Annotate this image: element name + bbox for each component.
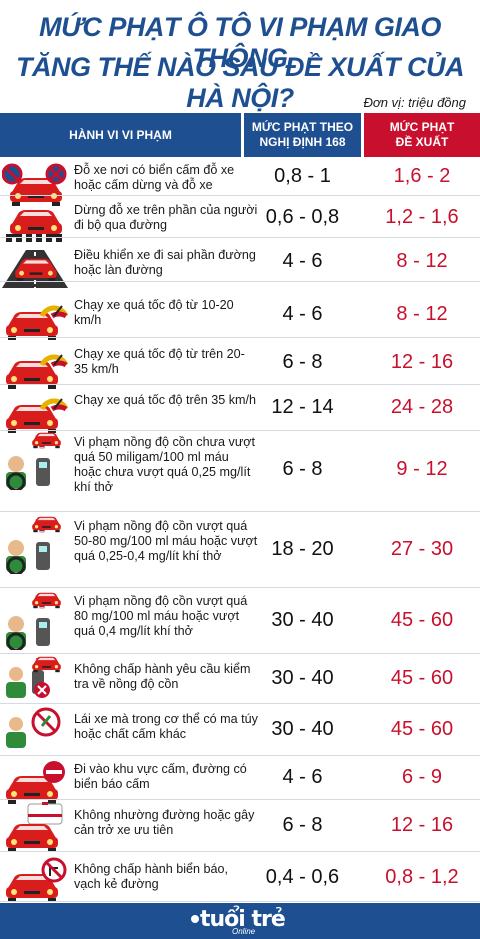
table-row: Chạy xe quá tốc độ từ trên 20-35 km/h 6 -… bbox=[0, 341, 480, 389]
ambulance-car-icon bbox=[2, 802, 68, 857]
row-divider bbox=[0, 195, 480, 196]
logo-dot-icon bbox=[191, 915, 199, 923]
no-turn-sign-car-icon bbox=[2, 856, 68, 907]
table-row: Điều khiển xe đi sai phần đường hoặc làn… bbox=[0, 242, 480, 288]
current-fine: 30 - 40 bbox=[271, 667, 334, 689]
table-row: Lái xe mà trong cơ thể có ma túy hoặc ch… bbox=[0, 704, 480, 756]
refuse-alcohol-test-icon bbox=[2, 656, 68, 707]
table-row: Dừng đỗ xe trên phần của người đi bộ qua… bbox=[0, 198, 480, 242]
unit-label: Đơn vị: triệu đồng bbox=[363, 95, 466, 110]
proposed-fine: 8 - 12 bbox=[396, 303, 448, 325]
header-proposed-fine: MỨC PHẠT ĐỀ XUẤT bbox=[364, 113, 480, 157]
violation-desc: Dừng đỗ xe trên phần của người đi bộ qua… bbox=[74, 203, 258, 232]
current-fine: 4 - 6 bbox=[282, 303, 323, 325]
violation-desc: Vi phạm nồng độ cồn chưa vượt quá 50 mil… bbox=[74, 435, 256, 494]
violation-desc: Chạy xe quá tốc độ từ trên 20-35 km/h bbox=[74, 347, 245, 376]
header-current-fine: MỨC PHẠT THEO NGHỊ ĐỊNH 168 bbox=[244, 113, 361, 157]
crosswalk-car-icon bbox=[2, 200, 68, 251]
table-row: Đỗ xe nơi có biển cấm đỗ xe hoặc cấm dừn… bbox=[0, 158, 480, 206]
current-fine: 0,4 - 0,6 bbox=[265, 866, 340, 888]
alcohol-driver-icon bbox=[2, 430, 68, 495]
proposed-fine: 6 - 9 bbox=[401, 766, 443, 788]
title-line-2: TĂNG THẾ NÀO SAU ĐỀ XUẤT CỦA HÀ NỘI? bbox=[15, 52, 465, 113]
current-fine: 12 - 14 bbox=[271, 396, 334, 418]
proposed-fine: 1,6 - 2 bbox=[393, 165, 451, 187]
current-fine: 4 - 6 bbox=[282, 250, 323, 272]
row-divider bbox=[0, 653, 480, 654]
violation-desc: Chạy xe quá tốc độ từ 10-20 km/h bbox=[74, 298, 234, 327]
violation-desc: Lái xe mà trong cơ thể có ma túy hoặc ch… bbox=[74, 712, 258, 741]
footer-bar: tuổi trẻ Online bbox=[0, 903, 480, 939]
row-divider bbox=[0, 851, 480, 852]
table-row: Chạy xe quá tốc độ trên 35 km/h 12 - 14 24… bbox=[0, 385, 480, 433]
wrong-lane-car-icon bbox=[2, 244, 68, 295]
current-fine: 30 - 40 bbox=[271, 609, 334, 631]
logo: tuổi trẻ bbox=[200, 907, 286, 932]
row-divider bbox=[0, 281, 480, 282]
violation-desc: Vi phạm nồng độ cồn vượt quá 80 mg/100 m… bbox=[74, 594, 248, 638]
speed-car-icon bbox=[2, 343, 69, 394]
title-line-1: MỨC PHẠT Ô TÔ VI PHẠM GIAO THÔNG bbox=[39, 12, 441, 73]
proposed-fine: 45 - 60 bbox=[390, 609, 454, 631]
speed-car-icon bbox=[2, 387, 69, 438]
proposed-fine: 45 - 60 bbox=[390, 667, 454, 689]
current-fine: 6 - 8 bbox=[282, 814, 323, 836]
row-divider bbox=[0, 337, 480, 338]
proposed-fine: 0,8 - 1,2 bbox=[385, 866, 459, 888]
row-divider bbox=[0, 799, 480, 800]
current-fine: 0,8 - 1 bbox=[274, 165, 331, 187]
proposed-fine: 27 - 30 bbox=[390, 538, 454, 560]
header-violation: HÀNH VI VI PHẠM bbox=[0, 113, 241, 157]
proposed-fine: 8 - 12 bbox=[396, 250, 448, 272]
current-fine: 6 - 8 bbox=[282, 458, 323, 480]
row-divider bbox=[0, 703, 480, 704]
row-divider bbox=[0, 755, 480, 756]
current-fine: 4 - 6 bbox=[282, 766, 323, 788]
no-parking-car-icon bbox=[1, 160, 68, 211]
proposed-fine: 9 - 12 bbox=[396, 458, 448, 480]
proposed-fine: 1,2 - 1,6 bbox=[385, 206, 459, 228]
no-entry-car-icon bbox=[2, 758, 68, 809]
alcohol-driver-icon bbox=[2, 590, 68, 655]
violation-desc: Chạy xe quá tốc độ trên 35 km/h bbox=[74, 393, 257, 407]
proposed-fine: 24 - 28 bbox=[390, 396, 454, 418]
table-row: Chạy xe quá tốc độ từ 10-20 km/h 4 - 6 8 -… bbox=[0, 292, 480, 340]
current-fine: 30 - 40 bbox=[271, 718, 334, 740]
violation-desc: Điều khiển xe đi sai phần đường hoặc làn… bbox=[74, 248, 256, 277]
violation-desc: Đi vào khu vực cấm, đường có biển báo cấ… bbox=[74, 762, 247, 791]
proposed-fine: 12 - 16 bbox=[390, 814, 454, 836]
table-row: Vi phạm nồng độ cồn vượt quá 80 mg/100 m… bbox=[0, 588, 480, 654]
table-row: Đi vào khu vực cấm, đường có biển báo cấ… bbox=[0, 756, 480, 804]
row-divider bbox=[0, 237, 480, 238]
row-divider bbox=[0, 384, 480, 385]
table-row: Vi phạm nồng độ cồn vượt quá 50-80 mg/10… bbox=[0, 512, 480, 588]
row-divider bbox=[0, 901, 480, 902]
row-divider bbox=[0, 587, 480, 588]
speed-car-icon bbox=[2, 294, 69, 345]
table-row: Không chấp hành yêu cầu kiểm tra về nồng… bbox=[0, 654, 480, 704]
table-row: Không chấp hành biển báo, vạch kẻ đường 0… bbox=[0, 854, 480, 902]
current-fine: 0,6 - 0,8 bbox=[265, 206, 340, 228]
current-fine: 6 - 8 bbox=[282, 351, 323, 373]
drug-driver-icon bbox=[2, 706, 68, 757]
proposed-fine: 45 - 60 bbox=[390, 718, 454, 740]
current-fine: 18 - 20 bbox=[271, 538, 334, 560]
row-divider bbox=[0, 430, 480, 431]
violation-desc: Đỗ xe nơi có biển cấm đỗ xe hoặc cấm dừn… bbox=[74, 163, 235, 192]
table-row: Không nhường đường hoặc gây cản trở xe ư… bbox=[0, 800, 480, 852]
violation-desc: Không chấp hành yêu cầu kiểm tra về nồng… bbox=[74, 662, 251, 691]
violation-desc: Vi phạm nồng độ cồn vượt quá 50-80 mg/10… bbox=[74, 519, 258, 563]
violation-desc: Không nhường đường hoặc gây cản trở xe ư… bbox=[74, 808, 255, 837]
row-divider bbox=[0, 511, 480, 512]
logo-sub: Online bbox=[232, 927, 256, 936]
proposed-fine: 12 - 16 bbox=[390, 351, 454, 373]
alcohol-driver-icon bbox=[2, 514, 68, 579]
violation-desc: Không chấp hành biển báo, vạch kẻ đường bbox=[74, 862, 229, 891]
table-row: Vi phạm nồng độ cồn chưa vượt quá 50 mil… bbox=[0, 428, 480, 512]
